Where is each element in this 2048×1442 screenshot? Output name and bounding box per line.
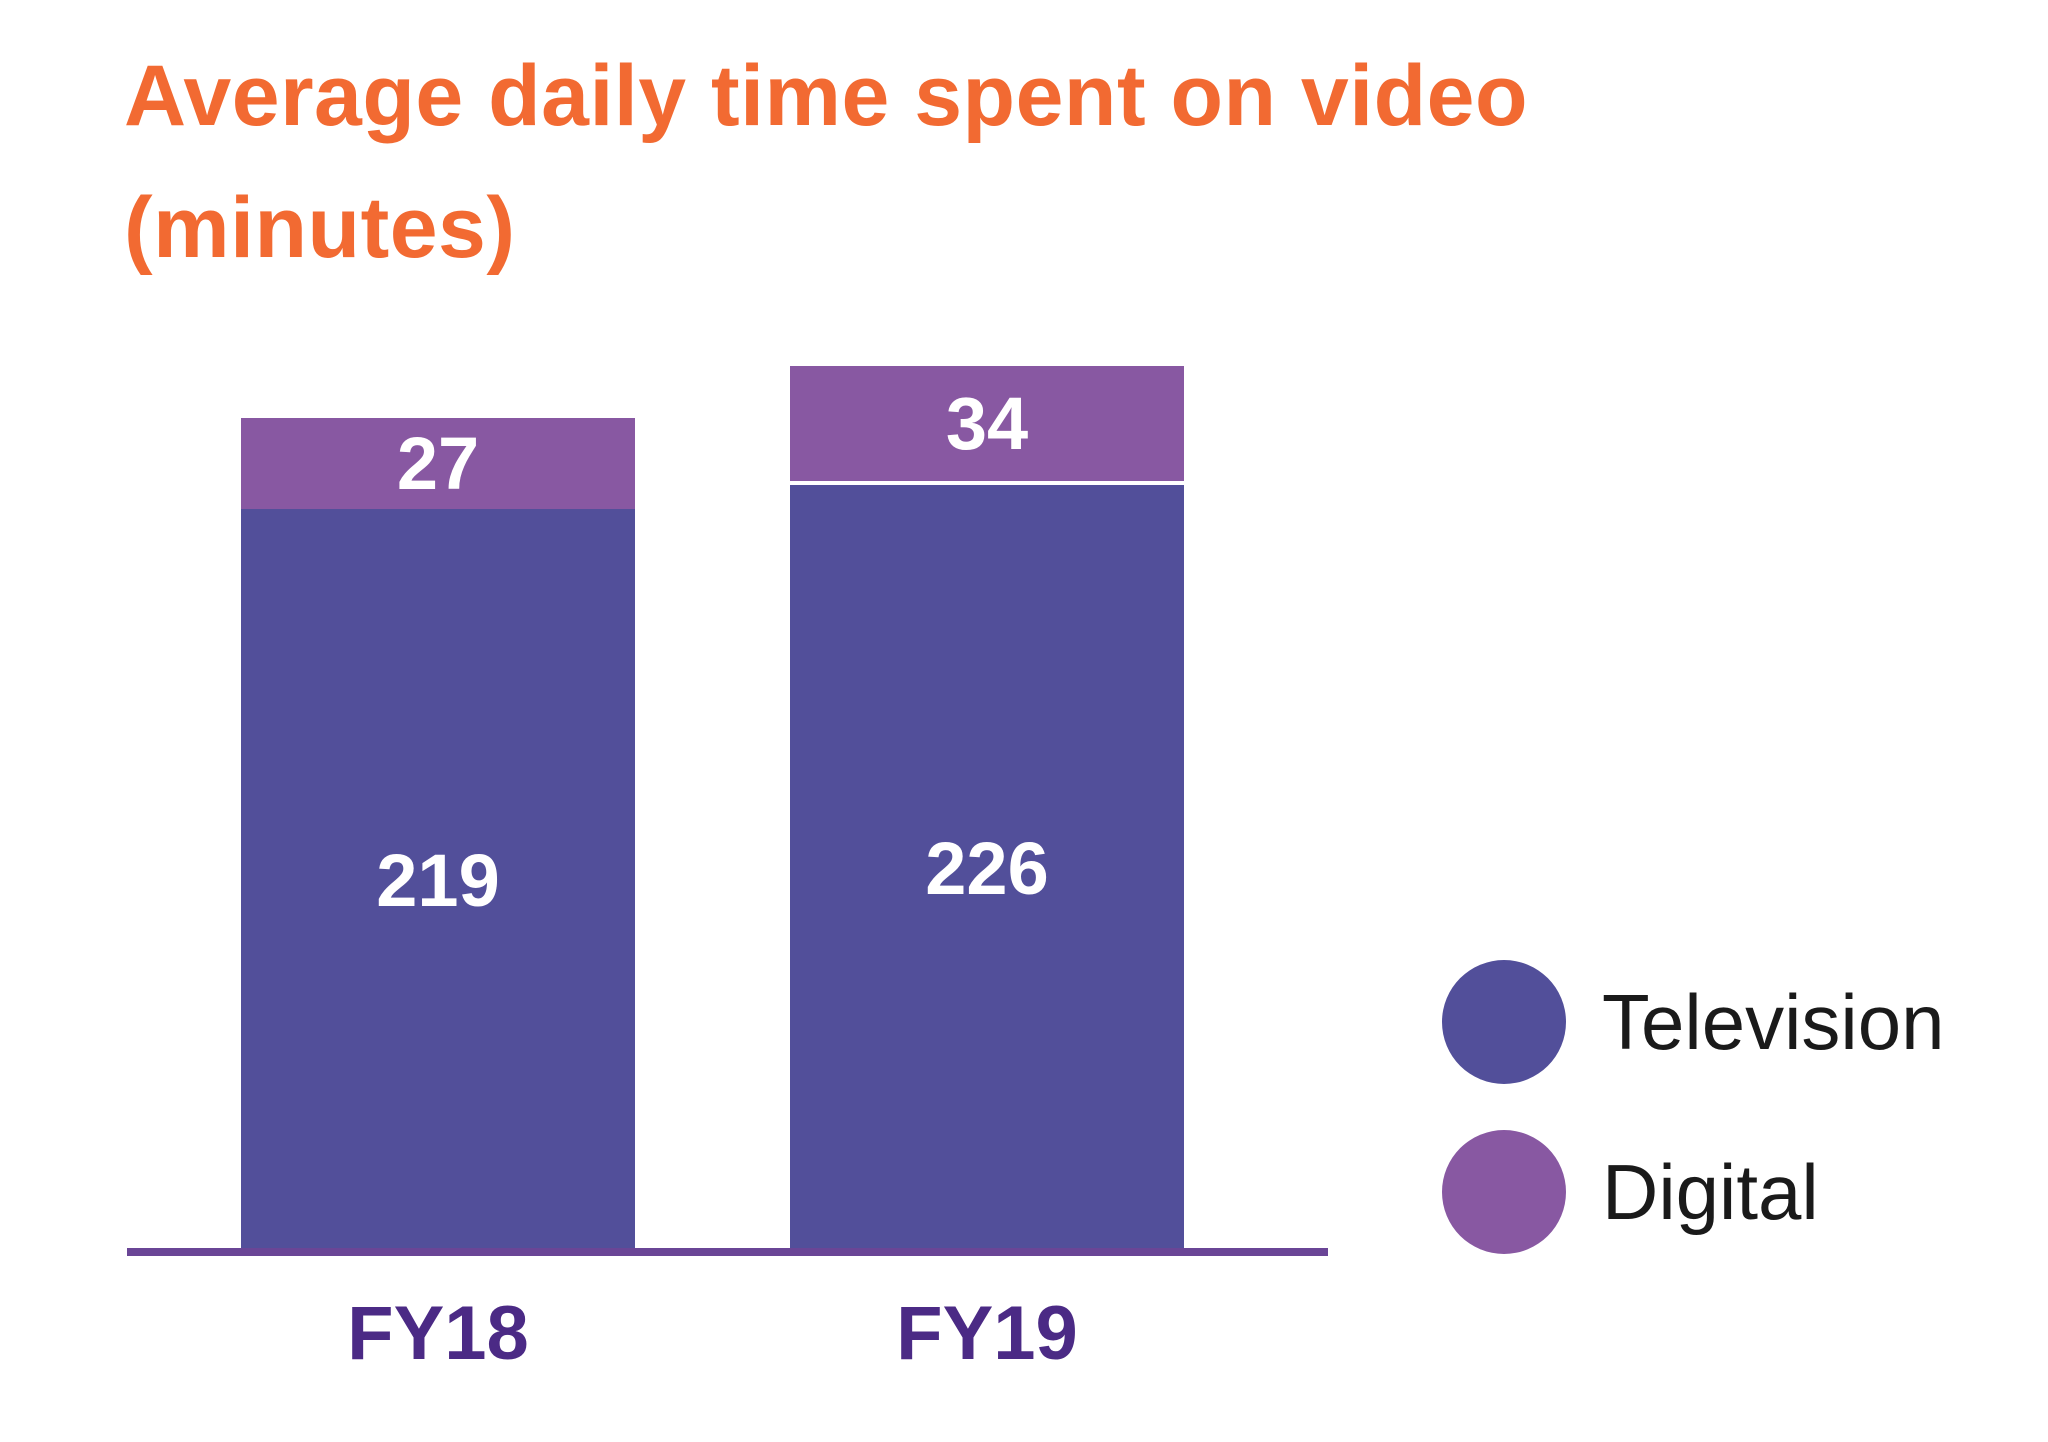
bar-fy19-television-value: 226	[925, 827, 1049, 910]
x-tick-label-fy19: FY19	[896, 1291, 1078, 1376]
bar-fy19-television-segment: 226	[790, 485, 1184, 1252]
chart-title-line-1: Average daily time spent on video	[124, 48, 1529, 144]
bar-fy18-television-value: 219	[376, 839, 500, 922]
legend-swatch-digital-icon	[1442, 1130, 1566, 1254]
chart-title: Average daily time spent on video (minut…	[124, 30, 1924, 294]
chart-title-line-2: (minutes)	[124, 180, 516, 276]
bar-fy18-television-segment: 219	[241, 509, 635, 1252]
bar-fy19-digital-segment: 34	[790, 366, 1184, 485]
bar-fy18: 27 219	[241, 418, 635, 1252]
legend-label-television: Television	[1602, 977, 1945, 1066]
bar-fy19-digital-value: 34	[945, 382, 1029, 465]
bar-fy18-digital-value: 27	[396, 422, 480, 505]
bar-fy18-digital-segment: 27	[241, 418, 635, 509]
legend-swatch-television-icon	[1442, 960, 1566, 1084]
legend-item-television: Television	[1442, 958, 1945, 1086]
x-tick-label-fy18: FY18	[347, 1291, 529, 1376]
bar-fy19: 34 226	[790, 366, 1184, 1252]
legend-item-digital: Digital	[1442, 1128, 1945, 1256]
legend: Television Digital	[1442, 958, 1945, 1298]
legend-label-digital: Digital	[1602, 1147, 1819, 1236]
x-axis-line	[127, 1248, 1328, 1256]
